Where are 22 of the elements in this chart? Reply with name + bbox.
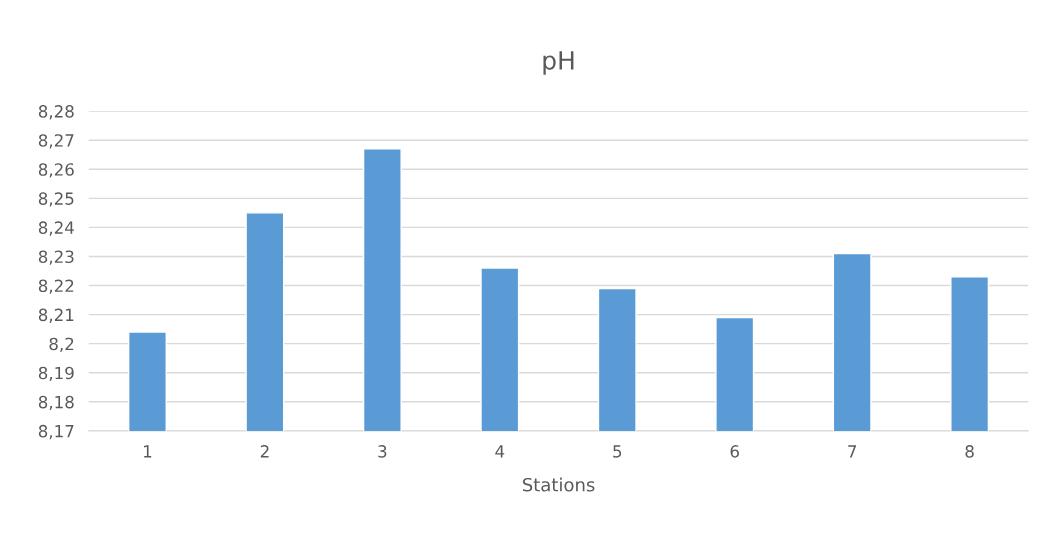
y-tick-label: 8,22: [38, 279, 74, 294]
x-tick-label: 5: [613, 445, 622, 458]
x-tick-label: 6: [730, 445, 739, 458]
x-tick-label: 8: [965, 445, 974, 458]
chart-title: pH: [543, 51, 574, 75]
x-tick-label: 2: [260, 445, 269, 458]
y-tick-label: 8,19: [38, 366, 74, 382]
x-tick-label: 3: [378, 445, 387, 458]
x-tick-label: 7: [848, 445, 857, 458]
y-tick-label: 8,17: [38, 424, 74, 440]
y-tick-label: 8,26: [38, 163, 74, 178]
y-tick-label: 8,24: [38, 221, 74, 236]
y-tick-label: 8,2: [49, 337, 74, 352]
y-tick-label: 8,21: [38, 308, 74, 323]
y-tick-label: 8,25: [38, 192, 74, 207]
y-tick-label: 8,27: [38, 134, 74, 149]
x-axis-title: Stations: [522, 477, 595, 492]
x-tick-label: 4: [495, 445, 505, 458]
x-tick-label: 1: [143, 445, 152, 458]
y-tick-label: 8,18: [38, 395, 74, 411]
y-tick-label: 8,23: [38, 250, 74, 265]
y-tick-label: 8,28: [38, 105, 74, 120]
